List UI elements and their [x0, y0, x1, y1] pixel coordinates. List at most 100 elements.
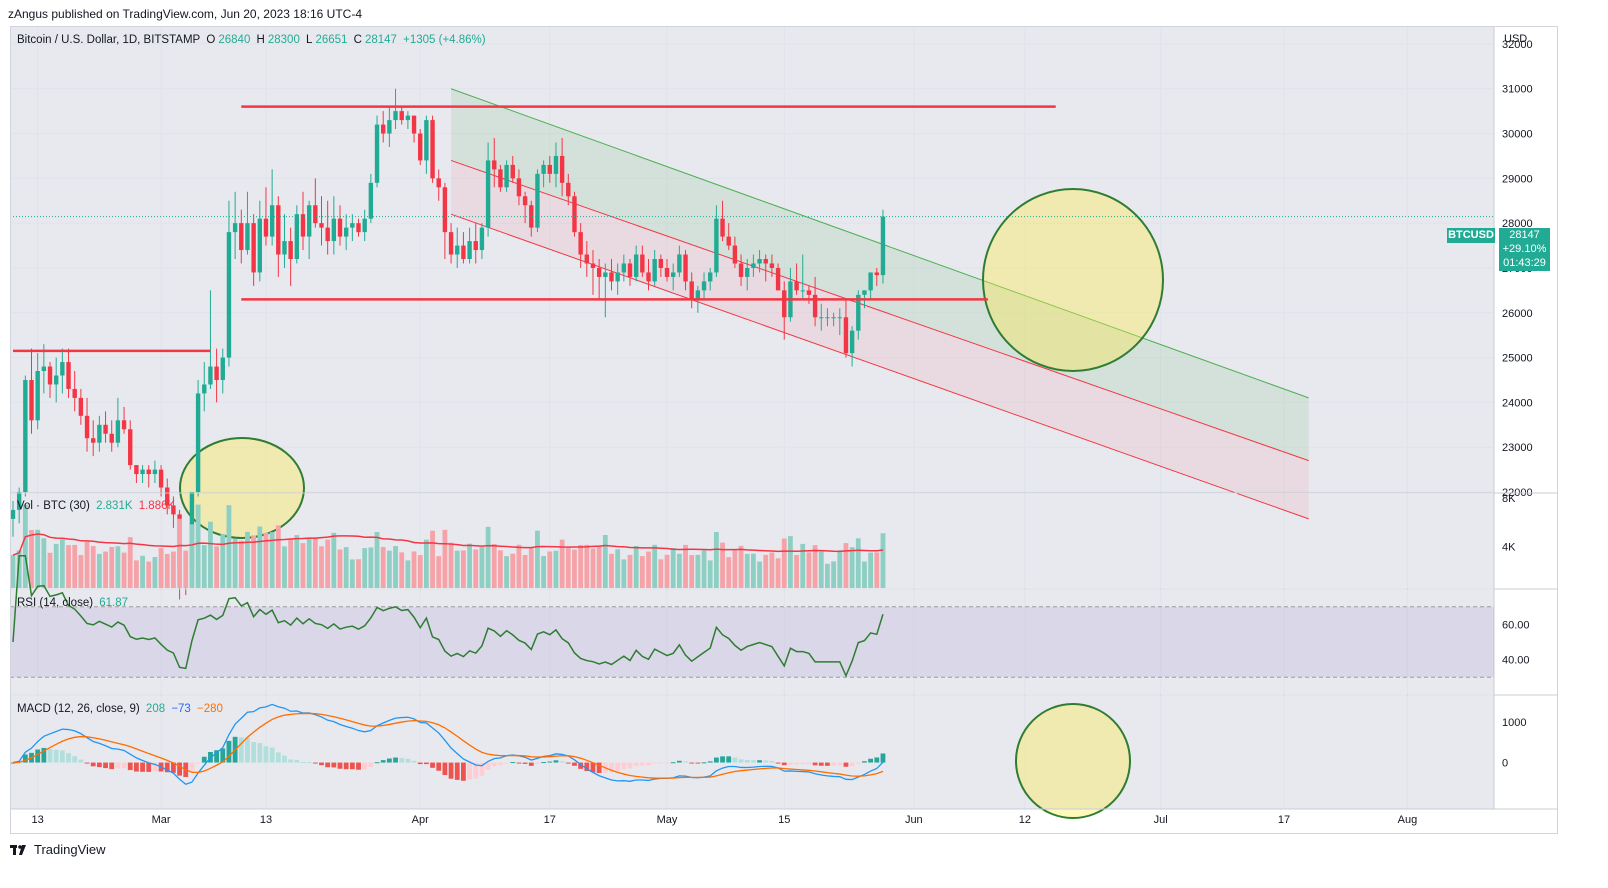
rsi-line	[12, 554, 884, 678]
pane-background	[10, 26, 1494, 492]
candle-body	[29, 379, 34, 421]
volume-bar	[343, 547, 349, 588]
volume-bar	[553, 550, 559, 588]
candle-body	[652, 259, 657, 282]
volume-bar	[220, 534, 226, 588]
price-tick-label: 32000	[1502, 39, 1533, 51]
candle-body	[442, 187, 448, 233]
macd-histogram-bar	[744, 760, 750, 763]
candle-body	[720, 218, 725, 237]
volume-ma-line	[12, 533, 884, 556]
macd-histogram-bar	[306, 762, 312, 764]
macd-histogram-bar	[140, 762, 145, 772]
volume-bar	[16, 550, 22, 588]
macd-histogram-bar	[238, 737, 244, 763]
volume-bar	[374, 531, 380, 588]
candle-body	[664, 267, 670, 277]
macd-histogram-bar	[825, 762, 830, 766]
last-price-tag: BTCUSD 28147 +29.10% 01:43:29	[1447, 228, 1550, 271]
candle-body	[350, 223, 355, 228]
macd-histogram-bar	[294, 759, 300, 763]
volume-bar	[590, 548, 596, 588]
volume-bar	[713, 531, 719, 588]
price-tick-label: 23000	[1502, 442, 1533, 454]
volume-bar	[201, 545, 207, 588]
rsi-label[interactable]: RSI (14, close)	[17, 597, 94, 609]
volume-label[interactable]: Vol · BTC (30)	[17, 500, 90, 512]
candle-body	[368, 182, 374, 219]
macd-histogram-bar	[269, 747, 275, 763]
candle-body	[615, 272, 620, 282]
macd-histogram-bar	[781, 762, 787, 766]
volume-bar	[393, 546, 398, 588]
candle-body	[294, 214, 300, 259]
candle-body	[559, 155, 565, 183]
macd-histogram-bar	[639, 762, 645, 766]
macd-histogram-bar	[59, 750, 65, 763]
macd-histogram-bar	[423, 762, 429, 765]
macd-histogram-bar	[288, 759, 294, 763]
candle-body	[775, 267, 781, 291]
close-value: 28147	[364, 34, 397, 46]
candle-body	[732, 245, 738, 264]
macd-histogram-bar	[578, 762, 584, 769]
candle-body	[516, 178, 522, 197]
volume-ma-value: 1.886K	[138, 500, 176, 512]
macd-histogram-bar	[84, 762, 90, 764]
volume-bar	[405, 560, 411, 588]
volume-bar	[757, 561, 762, 588]
volume-bar	[183, 550, 189, 588]
candle-body	[880, 216, 886, 276]
volume-bar	[96, 553, 102, 588]
candle-body	[257, 218, 262, 273]
macd-signal-value: −280	[197, 703, 223, 715]
candle-body	[263, 218, 269, 237]
macd-histogram-bar	[751, 760, 756, 763]
volume-bar	[837, 550, 843, 588]
macd-histogram-bar	[615, 762, 621, 772]
chart-svg[interactable]: 3200031000300002900028000270002600025000…	[10, 26, 1558, 834]
volume-bar	[380, 547, 386, 588]
volume-bar	[726, 557, 732, 588]
candle-body	[60, 362, 65, 376]
volume-bar	[115, 546, 121, 588]
macd-histogram-bar	[812, 762, 818, 766]
volume-bar	[547, 551, 553, 588]
candle-body	[566, 182, 571, 197]
volume-bar	[763, 554, 769, 588]
macd-histogram-bar	[498, 762, 503, 765]
high-value: 28300	[267, 34, 300, 46]
candle-body	[467, 241, 472, 259]
candle-body	[572, 196, 577, 233]
candle-body	[128, 429, 133, 466]
candle-body	[856, 294, 861, 331]
candle-body	[41, 366, 47, 372]
rsi-tick-label: 60.00	[1502, 619, 1530, 631]
chart-area[interactable]: 3200031000300002900028000270002600025000…	[10, 26, 1558, 834]
macd-label[interactable]: MACD (12, 26, close, 9)	[17, 703, 140, 715]
macd-histogram-bar	[127, 762, 133, 771]
macd-histogram-bar	[195, 762, 201, 764]
macd-histogram-bar	[479, 762, 485, 776]
candle-body	[498, 169, 503, 188]
macd-histogram-bar	[491, 762, 497, 767]
volume-bar	[707, 560, 713, 588]
highlight-circle-march-low	[179, 437, 305, 539]
macd-tick-label: 1000	[1502, 717, 1526, 729]
volume-bar	[843, 543, 849, 588]
price-tick-label: 29000	[1502, 173, 1533, 185]
candle-body	[337, 218, 343, 237]
macd-histogram-bar	[559, 761, 565, 763]
candle-body	[455, 245, 460, 255]
candle-body	[492, 160, 497, 170]
symbol-title[interactable]: Bitcoin / U.S. Dollar, 1D, BITSTAMP	[17, 34, 201, 46]
highlight-circle-breakout	[982, 188, 1164, 372]
macd-histogram-bar	[220, 748, 226, 763]
candle-body	[529, 205, 534, 228]
volume-bar	[10, 555, 16, 588]
volume-bar	[72, 544, 78, 588]
volume-bar	[498, 550, 503, 588]
volume-bar	[788, 536, 793, 588]
volume-bar	[430, 530, 435, 588]
volume-bar	[510, 553, 516, 588]
